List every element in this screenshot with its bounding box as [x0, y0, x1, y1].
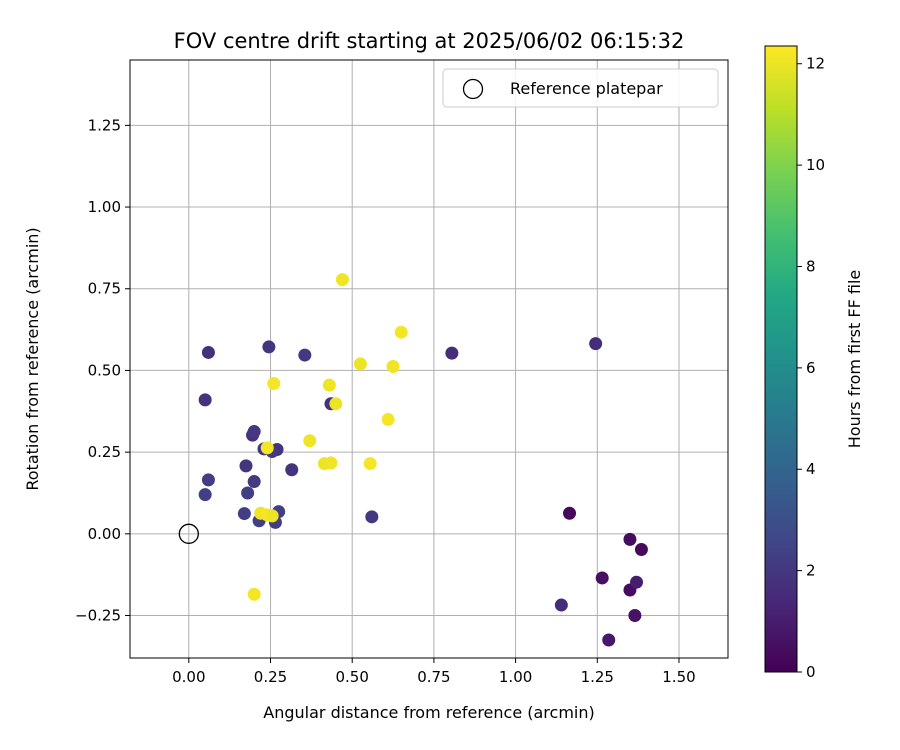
data-point	[198, 488, 212, 502]
data-point	[241, 486, 255, 500]
data-point	[595, 571, 609, 585]
y-tick-label: −0.25	[75, 607, 121, 625]
colorbar-tick-label: 0	[806, 663, 816, 681]
grid-lines	[130, 60, 728, 658]
data-point	[239, 459, 253, 473]
data-point	[394, 325, 408, 339]
legend-marker-reference	[462, 78, 484, 100]
x-tick-label: 1.00	[499, 668, 532, 686]
x-tick-label: 0.25	[254, 668, 287, 686]
colorbar-gradient	[764, 45, 798, 673]
data-point	[630, 575, 644, 589]
data-point	[322, 378, 336, 392]
data-point	[363, 457, 377, 471]
colorbar-tick-label: 10	[806, 156, 825, 174]
colorbar-tick-label: 4	[806, 460, 816, 478]
colorbar-tick-label: 8	[806, 257, 816, 275]
data-point	[634, 543, 648, 557]
data-point	[247, 587, 261, 601]
data-point	[381, 412, 395, 426]
data-point	[329, 397, 343, 411]
x-axis-ticks: 0.00 0.25 0.50 0.75 1.00 1.25 1.50	[172, 658, 696, 686]
data-point	[623, 532, 637, 546]
x-tick-label: 0.75	[417, 668, 450, 686]
data-point	[247, 425, 261, 439]
reference-marker	[178, 523, 199, 544]
data-point	[265, 509, 279, 523]
y-tick-label: 0.50	[88, 361, 121, 379]
chart-title: FOV centre drift starting at 2025/06/02 …	[174, 29, 685, 53]
colorbar-tick-label: 6	[806, 359, 816, 377]
y-tick-label: 0.25	[88, 443, 121, 461]
data-point	[335, 273, 349, 287]
legend: Reference platepar	[442, 68, 719, 108]
data-point	[445, 346, 459, 360]
x-axis-label: Angular distance from reference (arcmin)	[263, 703, 594, 722]
data-point	[260, 441, 274, 455]
data-point	[602, 633, 616, 647]
data-point	[201, 473, 215, 487]
data-point	[353, 357, 367, 371]
data-point	[237, 507, 251, 521]
x-tick-label: 1.25	[581, 668, 614, 686]
data-point	[262, 340, 276, 354]
y-tick-label: 0.00	[88, 525, 121, 543]
colorbar: 0 2 4 6 8 10 12 Hours from first FF file	[764, 45, 864, 681]
data-point	[628, 609, 642, 623]
x-tick-label: 0.50	[336, 668, 369, 686]
data-point	[285, 463, 299, 477]
legend-label-reference: Reference platepar	[510, 79, 663, 98]
x-tick-label: 0.00	[172, 668, 205, 686]
data-points	[178, 273, 648, 647]
data-point	[303, 434, 317, 448]
data-point	[247, 475, 261, 489]
data-point	[554, 598, 568, 612]
plot-frame	[129, 59, 729, 659]
legend-box	[442, 68, 719, 108]
colorbar-label: Hours from first FF file	[845, 270, 864, 449]
data-point	[589, 337, 603, 351]
data-point	[201, 345, 215, 359]
data-point	[563, 506, 577, 520]
y-axis-ticks: −0.25 0.00 0.25 0.50 0.75 1.00 1.25	[75, 116, 130, 625]
data-point	[324, 456, 338, 470]
data-point	[386, 360, 400, 374]
colorbar-tick-label: 12	[806, 55, 825, 73]
x-tick-label: 1.50	[662, 668, 695, 686]
y-tick-label: 1.00	[88, 198, 121, 216]
colorbar-tick-label: 2	[806, 562, 816, 580]
y-axis-label: Rotation from reference (arcmin)	[23, 227, 42, 490]
data-point	[198, 393, 212, 407]
y-tick-label: 0.75	[88, 280, 121, 298]
data-point	[365, 510, 379, 524]
y-tick-label: 1.25	[88, 116, 121, 134]
data-point	[298, 348, 312, 362]
colorbar-ticks: 0 2 4 6 8 10 12	[797, 55, 825, 681]
data-point	[267, 377, 281, 391]
